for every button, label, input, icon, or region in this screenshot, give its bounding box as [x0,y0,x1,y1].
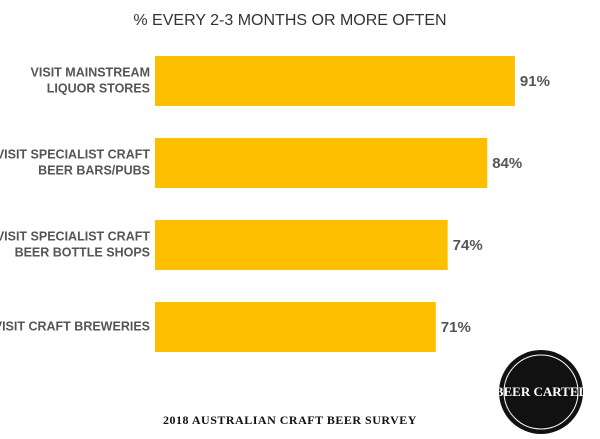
chart-title: % EVERY 2-3 MONTHS OR MORE OFTEN [133,12,446,29]
bar [155,138,488,188]
category-label: VISIT MAINSTREAM [31,65,150,79]
logo-badge [499,350,583,434]
category-label: LIQUOR STORES [47,81,150,95]
category-label: VISIT SPECIALIST CRAFT [0,147,150,161]
bar [155,56,515,106]
value-label: 71% [441,319,471,336]
category-label: BEER BOTTLE SHOPS [15,245,150,259]
value-label: 84% [492,155,522,172]
logo: BEER CARTEL [495,350,588,434]
category-label: VISIT SPECIALIST CRAFT [0,229,150,243]
bar [155,302,436,352]
value-label: 74% [453,237,483,254]
category-label: BEER BARS/PUBS [38,163,150,177]
bar [155,220,448,270]
logo-text: BEER CARTEL [495,384,588,399]
footer: 2018 AUSTRALIAN CRAFT BEER SURVEY [163,413,417,427]
logo-ring [503,354,579,430]
value-label: 91% [520,73,550,90]
category-label: VISIT CRAFT BREWERIES [0,319,150,333]
